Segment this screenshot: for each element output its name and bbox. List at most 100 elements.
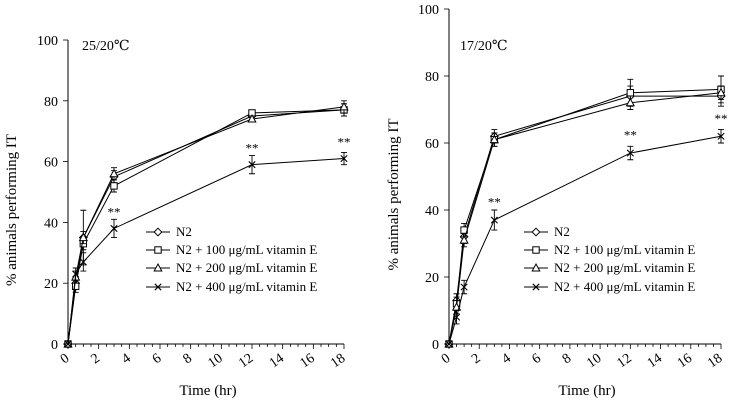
data-point (340, 154, 348, 163)
series-line (448, 135, 722, 345)
data-point (490, 216, 498, 224)
x-tick-label: 16 (298, 351, 318, 371)
y-tick-label: 100 (418, 3, 439, 18)
data-point (78, 232, 88, 242)
series-line (67, 109, 345, 345)
legend-marker (153, 262, 163, 272)
legend-entry: N2 + 200 μg/mL vitamin E (146, 260, 317, 275)
legend-label: N2 (176, 224, 192, 239)
legend-entry: N2 + 100 μg/mL vitamin E (524, 242, 695, 257)
x-tick-label: 6 (150, 351, 164, 367)
series-4 (64, 152, 348, 348)
y-tick-label: 60 (425, 137, 439, 152)
legend-marker (531, 227, 541, 237)
data-point (110, 224, 118, 233)
data-point (109, 168, 119, 178)
y-tick-label: 0 (432, 338, 439, 353)
legend: N2 N2 + 100 μg/mL vitamin E N2 + 200 μg/mL… (146, 224, 317, 294)
legend-entry: N2 + 200 μg/mL vitamin E (524, 260, 695, 275)
data-point (248, 161, 256, 169)
data-point (717, 132, 725, 140)
legend-marker (532, 283, 540, 291)
y-tick-label: 100 (37, 34, 58, 49)
x-axis-title: Time (hr) (558, 383, 615, 399)
x-tick-label: 16 (675, 351, 695, 371)
series-3 (444, 85, 726, 348)
series-line (448, 92, 722, 345)
x-axis-title: Time (hr) (179, 383, 236, 399)
data-point (452, 313, 461, 321)
x-tick-label: 10 (206, 351, 226, 371)
series-line (67, 158, 345, 345)
x-tick-label: 8 (181, 351, 195, 367)
significance-marker: ** (488, 195, 501, 210)
x-tick-label: 12 (236, 351, 256, 371)
condition-label: 25/20℃ (82, 39, 130, 54)
y-axis-title: % animals performing IT (4, 134, 20, 286)
data-point (460, 283, 468, 291)
legend-label: N2 + 200 μg/mL vitamin E (554, 260, 695, 275)
chart-panel-25-20: 0 2 4 6 8 10 12 14 16 18 0 20 40 60 80 100 Time (hr) % an… (4, 34, 351, 399)
x-tick-label: 4 (119, 351, 133, 367)
y-tick-label: 20 (425, 271, 439, 286)
x-tick-label: 8 (560, 351, 574, 367)
legend-label: N2 + 400 μg/mL vitamin E (554, 279, 695, 294)
x-tick-label: 18 (328, 351, 348, 371)
legend-label: N2 + 100 μg/mL vitamin E (554, 242, 695, 257)
y-tick-label: 40 (44, 216, 58, 231)
y-tick-label: 40 (425, 204, 439, 219)
data-point (445, 340, 453, 348)
data-point (459, 235, 469, 244)
legend: N2 N2 + 100 μg/mL vitamin E N2 + 200 μg/mL… (524, 224, 695, 294)
data-point (110, 182, 118, 190)
legend-label: N2 + 400 μg/mL vitamin E (176, 279, 317, 294)
legend-marker (154, 246, 162, 254)
data-point (79, 258, 87, 266)
significance-marker: ** (246, 140, 259, 155)
series-4 (445, 129, 725, 348)
data-point (247, 113, 257, 123)
data-point (626, 89, 635, 97)
x-tick-label: 14 (645, 351, 665, 371)
series-2 (64, 103, 348, 348)
x-tick-label: 12 (615, 351, 635, 371)
data-point (625, 97, 635, 107)
legend-marker (532, 246, 540, 254)
significance-marker: ** (624, 128, 637, 143)
x-tick-label: 2 (89, 351, 103, 367)
series-1 (444, 85, 726, 349)
legend-label: N2 + 200 μg/mL vitamin E (176, 260, 317, 275)
x-tick-label: 18 (705, 351, 725, 371)
legend-marker (531, 262, 541, 272)
y-tick-label: 0 (51, 338, 58, 353)
data-point (339, 101, 349, 111)
legend-entry: N2 (146, 224, 192, 239)
legend-label: N2 (554, 224, 570, 239)
data-point (489, 134, 499, 144)
data-point (626, 149, 634, 157)
legend-marker (153, 227, 163, 237)
significance-marker: ** (338, 134, 351, 149)
legend-entry: N2 (524, 224, 570, 239)
data-point (72, 270, 80, 278)
series-line (67, 109, 345, 345)
data-point (716, 87, 726, 97)
y-tick-label: 20 (44, 277, 58, 292)
significance-marker: ** (715, 111, 728, 126)
legend-label: N2 + 100 μg/mL vitamin E (176, 242, 317, 257)
y-axis-title: % animals performing IT (386, 118, 402, 270)
condition-label: 17/20℃ (460, 39, 508, 54)
legend-entry: N2 + 400 μg/mL vitamin E (524, 279, 695, 294)
series-3 (63, 100, 349, 348)
y-tick-label: 80 (425, 70, 439, 85)
x-tick-label: 0 (439, 351, 453, 367)
legend-entry: N2 + 100 μg/mL vitamin E (146, 242, 317, 257)
significance-marker: ** (108, 204, 121, 219)
series-1 (63, 103, 349, 349)
data-point (64, 340, 72, 348)
x-tick-label: 4 (499, 351, 513, 367)
x-tick-label: 6 (530, 351, 544, 367)
x-tick-label: 10 (584, 351, 604, 371)
series-2 (445, 75, 725, 348)
